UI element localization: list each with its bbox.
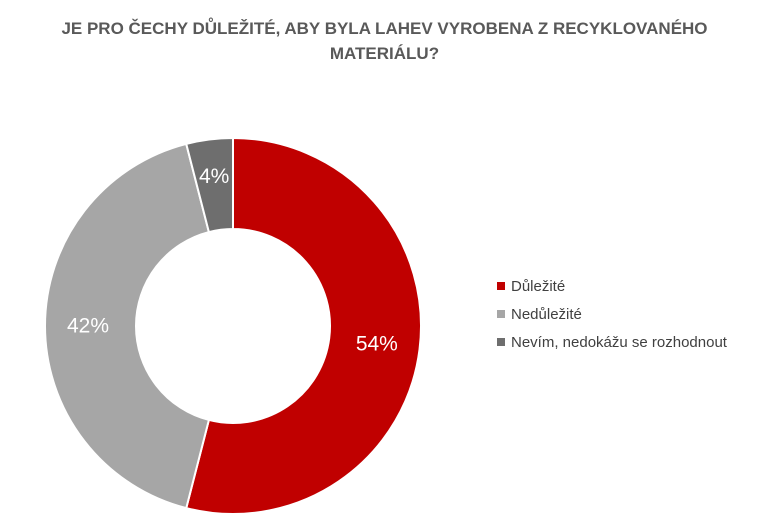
legend-item-nedulezite: Nedůležité	[497, 300, 727, 328]
legend-swatch-dulezite	[497, 282, 505, 290]
legend-label-nedulezite: Nedůležité	[511, 305, 582, 323]
slice-label-dulezite: 54%	[356, 333, 398, 356]
chart-title-line-2: MATERIÁLU?	[329, 44, 440, 63]
legend-swatch-nevim	[497, 338, 505, 346]
slice-label-nedulezite: 42%	[67, 315, 109, 338]
chart-title: JE PRO ČECHY DŮLEŽITÉ, ABY BYLA LAHEV VY…	[0, 16, 769, 66]
donut-slice-nedulezite	[43, 142, 211, 510]
slice-label-nevim: 4%	[199, 165, 229, 188]
legend-label-dulezite: Důležité	[511, 277, 566, 295]
donut-slices	[43, 136, 422, 515]
donut-slice-labels: 54% 42% 4%	[67, 165, 398, 355]
donut-slice-nevim	[185, 136, 234, 234]
donut-slice-dulezite	[185, 136, 422, 515]
legend-item-dulezite: Důležité	[497, 272, 727, 300]
chart-legend: Důležité Nedůležité Nevím, nedokážu se r…	[497, 272, 727, 356]
legend-label-nevim: Nevím, nedokážu se rozhodnout	[511, 333, 727, 351]
chart-title-line-1: JE PRO ČECHY DŮLEŽITÉ, ABY BYLA LAHEV VY…	[61, 19, 708, 38]
legend-item-nevim: Nevím, nedokážu se rozhodnout	[497, 328, 727, 356]
legend-swatch-nedulezite	[497, 310, 505, 318]
